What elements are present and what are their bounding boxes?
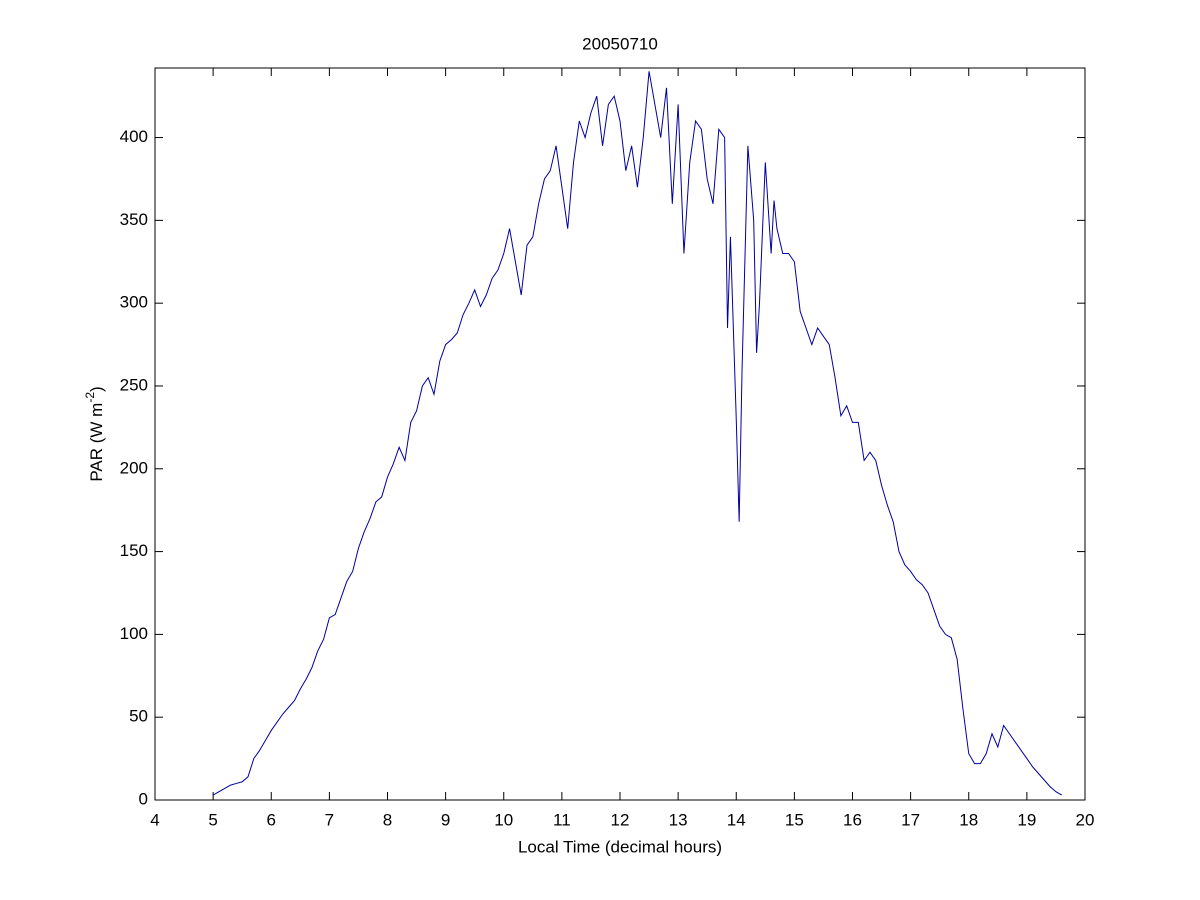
x-tick-label: 4 (150, 810, 159, 829)
y-tick-label: 100 (120, 624, 148, 643)
data-line (212, 71, 1062, 796)
chart-title: 20050710 (582, 34, 658, 53)
x-tick-label: 8 (383, 810, 392, 829)
x-tick-label: 20 (1076, 810, 1095, 829)
x-tick-label: 9 (441, 810, 450, 829)
y-axis-label: PAR (W m-2) (83, 386, 106, 481)
x-tick-label: 11 (553, 810, 571, 829)
y-tick-label: 300 (120, 293, 148, 312)
x-tick-label: 12 (611, 810, 630, 829)
x-tick-label: 7 (325, 810, 334, 829)
y-tick-label: 150 (120, 541, 148, 560)
y-label-main: PAR (W m (87, 403, 106, 482)
x-tick-label: 14 (727, 810, 746, 829)
y-label-sup: -2 (83, 392, 97, 403)
x-tick-label: 13 (669, 810, 688, 829)
y-label-end: ) (87, 386, 106, 392)
y-tick-label: 350 (120, 210, 148, 229)
x-tick-label: 6 (267, 810, 276, 829)
y-tick-label: 50 (129, 707, 148, 726)
y-tick-label: 400 (120, 127, 148, 146)
y-tick-label: 0 (139, 789, 148, 808)
x-tick-label: 15 (785, 810, 804, 829)
x-tick-label: 19 (1017, 810, 1036, 829)
y-tick-label: 250 (120, 375, 148, 394)
x-tick-label: 17 (901, 810, 920, 829)
x-tick-label: 16 (843, 810, 862, 829)
x-tick-label: 10 (494, 810, 513, 829)
plot-box (154, 67, 1086, 801)
x-tick-label: 18 (959, 810, 978, 829)
x-axis-label: Local Time (decimal hours) (518, 837, 722, 856)
x-tick-label: 5 (208, 810, 217, 829)
y-tick-label: 200 (120, 458, 148, 477)
